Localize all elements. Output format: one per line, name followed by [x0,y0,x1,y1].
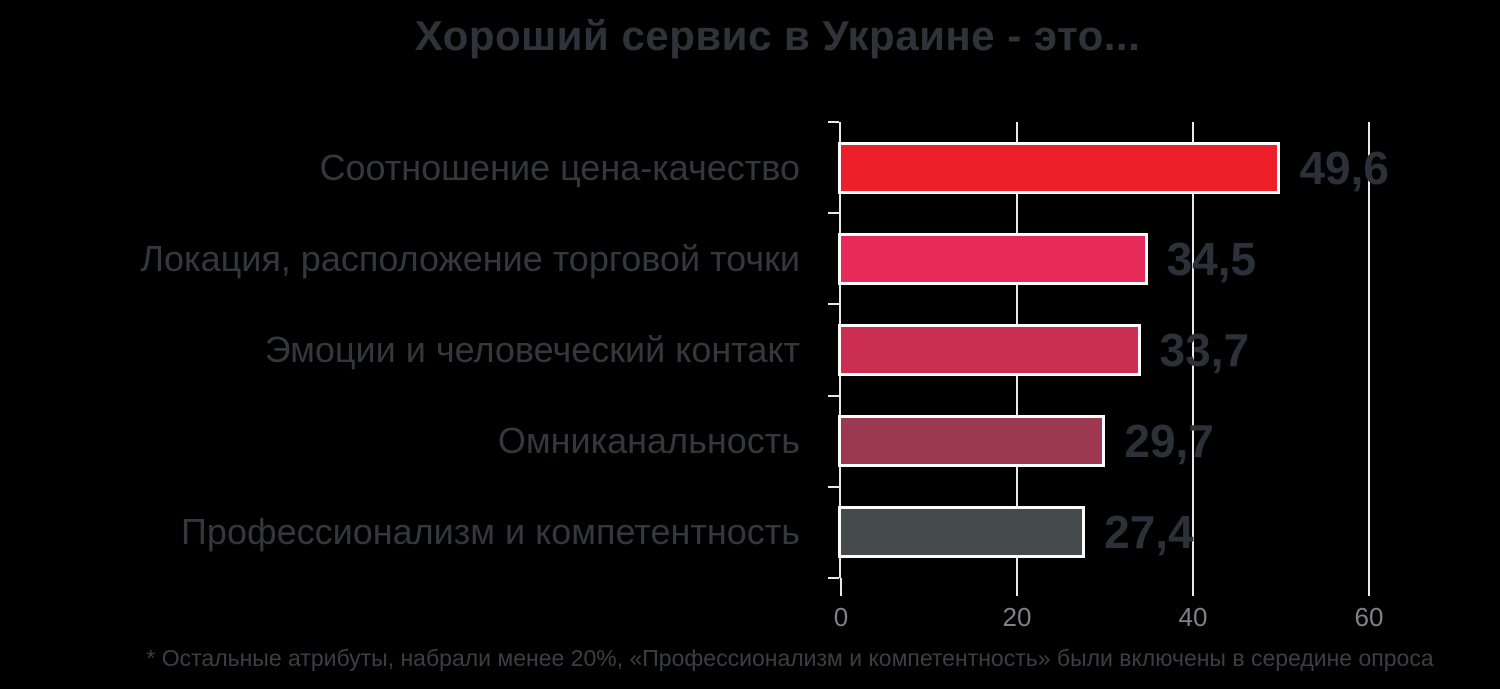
y-axis-tick [828,121,839,123]
bar [838,324,1141,376]
category-label: Эмоции и человеческий контакт [264,328,800,370]
y-axis-tick [828,485,839,488]
x-axis-tick-label: 40 [1178,602,1208,632]
plot-area: 0 20 40 60 49,6 34,5 33,7 29,7 27,4 [828,121,1432,632]
x-axis-tick [1192,578,1194,596]
bar [838,141,1281,194]
category-label: Омниканальность [497,420,800,462]
y-axis-tick [828,303,839,306]
category-label: Соотношение цена-качество [319,146,800,188]
category-label: Локация, расположение торговой точки [140,237,800,279]
x-axis-tick [1368,578,1370,596]
x-axis-tick-label: 0 [833,602,849,632]
bar [838,232,1148,285]
value-label: 33,7 [1159,323,1250,376]
y-axis-tick [828,577,839,579]
x-axis-tick [840,578,842,596]
category-axis: Соотношение цена-качество Локация, распол… [0,122,800,578]
value-label: 27,4 [1104,506,1194,559]
chart-footnote: * Остальные атрибуты, набрали менее 20%,… [146,645,1434,671]
value-label: 34,5 [1166,232,1257,285]
x-axis-tick-label: 20 [1002,602,1032,632]
value-label: 49,6 [1299,141,1389,194]
chart-title: Хороший сервис в Украине - это... [414,12,1141,59]
bar [838,506,1086,559]
gridline [1192,122,1194,578]
value-label: 29,7 [1124,415,1214,468]
y-axis-tick [828,212,839,215]
bar [838,415,1106,468]
gridline [1368,122,1370,578]
category-label: Профессионализм и компетентность [181,511,800,553]
y-axis-tick [828,394,839,397]
x-axis-tick-label: 60 [1354,602,1384,632]
x-axis-tick [1016,578,1018,596]
